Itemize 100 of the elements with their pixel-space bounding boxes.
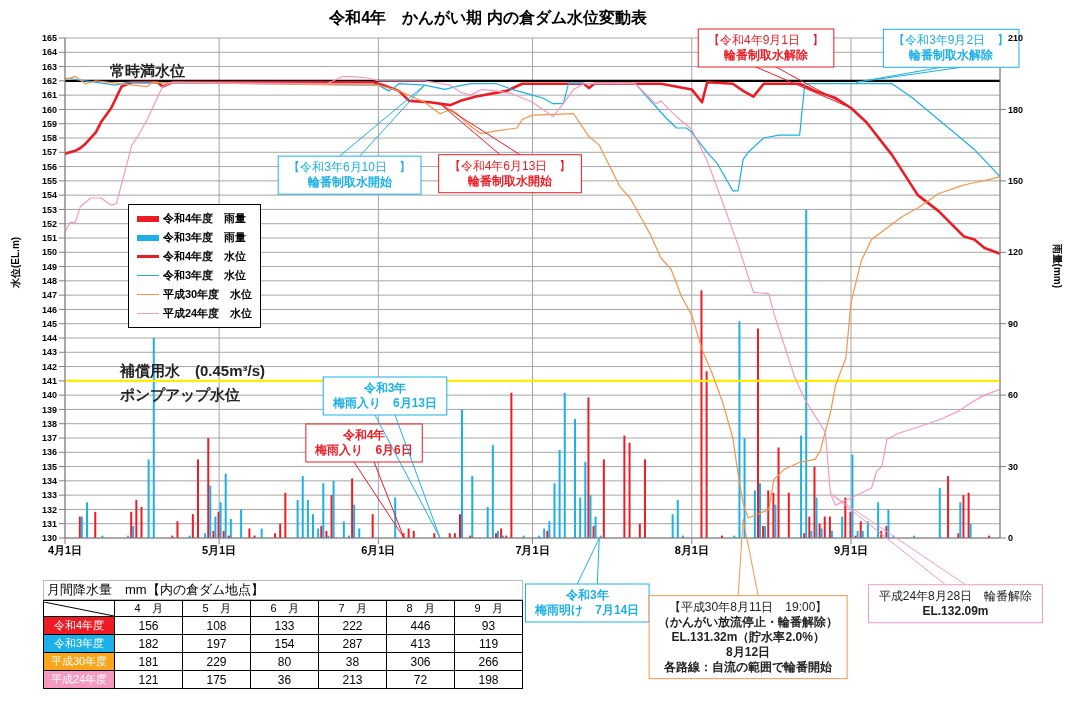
y2-axis-title: 雨量(mm)	[1052, 242, 1064, 288]
y-tick-label: 154	[41, 190, 57, 201]
legend-label: 令和3年度 雨量	[163, 230, 247, 245]
y-tick-label: 153	[41, 204, 57, 215]
y-tick-label: 134	[41, 476, 57, 487]
legend-label: 平成24年度 水位	[163, 306, 253, 321]
y-tick-label: 130	[41, 533, 57, 544]
x-tick-label: 7 月	[318, 600, 387, 617]
data-label: 229	[182, 652, 251, 671]
y-tick-label: 160	[41, 104, 57, 115]
x-tick-label: 6月1日	[361, 543, 396, 556]
data-label: 175	[182, 670, 251, 689]
data-label: 198	[454, 670, 523, 689]
y2-tick-label: 150	[1008, 176, 1024, 187]
annotation: 令和3年梅雨明け 7月14日	[534, 588, 640, 617]
y-tick-label: 159	[41, 118, 57, 129]
data-label: 287	[318, 634, 387, 653]
x-tick-label: 7月1日	[515, 543, 550, 556]
y-axis-title: 水位(EL.m)	[9, 236, 21, 289]
legend-label: 令和3年度 水位	[163, 268, 247, 283]
y-tick-label: 165	[41, 33, 57, 44]
y-tick-label: 145	[41, 318, 57, 329]
y2-tick-label: 60	[1008, 390, 1019, 401]
x-tick-label: 8 月	[386, 600, 455, 617]
x-tick-label: 4月1日	[47, 543, 83, 556]
x-tick-label: 9 月	[454, 600, 523, 617]
data-label: 93	[454, 616, 523, 635]
annotation: 令和4年梅雨入り 6月6日	[314, 428, 413, 457]
data-label: 121	[114, 670, 183, 689]
y-tick-label: 139	[41, 404, 57, 415]
y-tick-label: 138	[41, 418, 57, 429]
data-label: 446	[386, 616, 455, 635]
y-tick-label: 142	[41, 361, 57, 372]
y-tick-label: 149	[41, 261, 57, 272]
annotation: 平成24年8月28日 輪番解除 EL.132.09m	[878, 588, 1033, 618]
x-tick-label: 6 月	[250, 600, 319, 617]
data-label: 72	[386, 670, 455, 689]
y-tick-label: 164	[41, 47, 57, 58]
y-tick-label: 158	[41, 133, 57, 144]
annotation: 令和3年梅雨入り 6月13日	[332, 381, 438, 410]
data-label: 213	[318, 670, 387, 689]
y2-tick-label: 210	[1008, 33, 1024, 44]
chart-title: 令和4年 かんがい期 内の倉ダム水位変動表	[328, 8, 648, 28]
data-label: 119	[454, 634, 523, 653]
x-tick-label: 9月1日	[833, 543, 869, 556]
y-tick-label: 147	[41, 290, 57, 301]
y2-tick-label: 0	[1008, 533, 1014, 544]
annotation: 【平成30年8月11日 19:00】（かんがい放流停止・輪番解除）EL.131.32m（貯水率2.0%）8月12日各路線：自流の範囲で輪番開始	[658, 599, 839, 674]
data-label: 306	[386, 652, 455, 671]
y2-tick-label: 30	[1008, 461, 1019, 472]
data-label: 133	[250, 616, 319, 635]
legend-label: 令和4年度 雨量	[163, 211, 247, 226]
y-tick-label: 162	[41, 76, 57, 87]
y2-tick-label: 120	[1008, 247, 1024, 258]
y-tick-label: 141	[41, 376, 57, 387]
annotation: 【令和4年6月13日 】輪番制取水開始	[448, 158, 572, 188]
y2-tick-label: 90	[1008, 318, 1019, 329]
data-label: 108	[182, 616, 251, 635]
data-label: 181	[114, 652, 183, 671]
y-tick-label: 平成30年度	[43, 652, 115, 671]
y-tick-label: 156	[41, 161, 57, 172]
y-tick-label: 163	[41, 61, 57, 72]
y-tick-label: 132	[41, 504, 57, 515]
y-tick-label: 155	[41, 176, 57, 187]
data-label: 38	[318, 652, 387, 671]
ref-line-label: 常時満水位	[110, 61, 185, 79]
data-label: 222	[318, 616, 387, 635]
y-tick-label: 146	[41, 304, 57, 315]
y-tick-label: 平成24年度	[43, 670, 115, 689]
chart-title: 月間降水量 mm【内の倉ダム地点】	[43, 580, 523, 600]
data-label: 80	[250, 652, 319, 671]
y-tick-label: 161	[41, 90, 57, 101]
y-tick-label: 143	[41, 347, 57, 358]
data-label: 156	[114, 616, 183, 635]
y-tick-label: 136	[41, 447, 57, 458]
data-label: 266	[454, 652, 523, 671]
y-tick-label: 137	[41, 433, 57, 444]
x-tick-label: 4 月	[114, 600, 183, 617]
x-tick-label: 5 月	[182, 600, 251, 617]
y-tick-label: 140	[41, 390, 57, 401]
y-tick-label: 令和3年度	[43, 634, 115, 653]
y-tick-label: 133	[41, 490, 57, 501]
data-label: 182	[114, 634, 183, 653]
y-tick-label: 151	[41, 233, 57, 244]
legend-label: 平成30年度 水位	[163, 287, 253, 302]
data-label: 154	[250, 634, 319, 653]
data-label: 413	[386, 634, 455, 653]
y2-tick-label: 180	[1008, 104, 1024, 115]
y-tick-label: 150	[41, 247, 57, 258]
legend-label: 令和4年度 水位	[163, 249, 247, 264]
x-tick-label: 5月1日	[202, 543, 237, 556]
y-tick-label: 144	[41, 333, 57, 344]
y-tick-label: 131	[41, 518, 57, 529]
y-tick-label: 148	[41, 276, 57, 287]
y-tick-label: 135	[41, 461, 57, 472]
x-tick-label: 8月1日	[674, 543, 709, 556]
data-label: 36	[250, 670, 319, 689]
y-tick-label: 152	[41, 218, 57, 229]
y-tick-label: 令和4年度	[43, 616, 115, 635]
annotation: 【令和4年9月1日 】輪番制取水解除	[708, 33, 825, 62]
